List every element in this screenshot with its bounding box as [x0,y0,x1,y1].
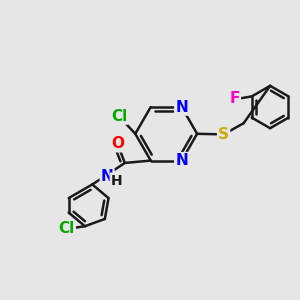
Text: Cl: Cl [111,109,127,124]
Text: N: N [175,153,188,168]
Text: H: H [111,174,122,188]
Text: O: O [111,136,124,151]
Text: Cl: Cl [58,221,75,236]
Text: N: N [101,169,113,184]
Text: S: S [218,127,229,142]
Text: F: F [230,91,240,106]
Text: N: N [175,100,188,115]
